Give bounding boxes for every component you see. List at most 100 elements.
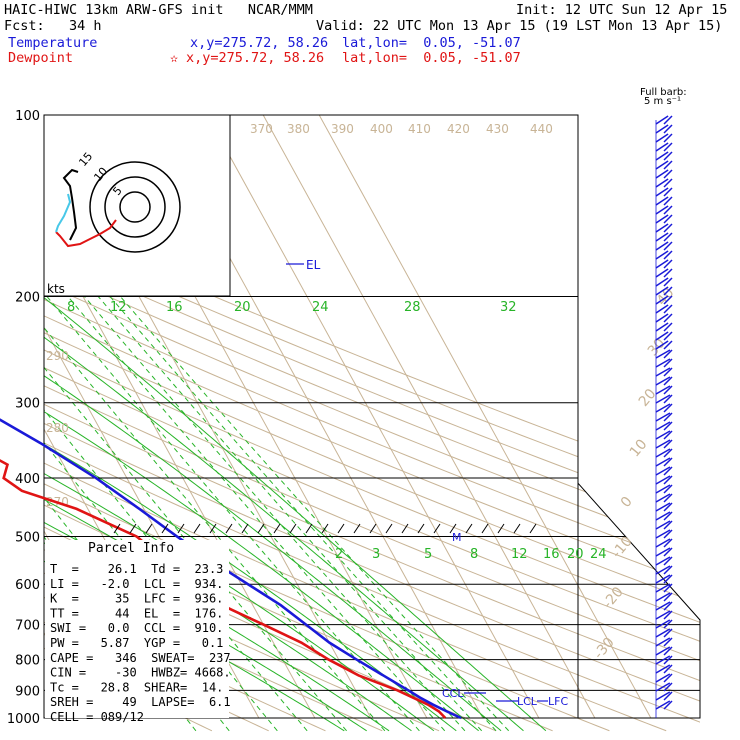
mixing-ratio-line xyxy=(44,296,347,732)
wind-barb xyxy=(663,421,673,431)
wind-barb xyxy=(655,205,669,215)
wind-barb xyxy=(655,619,671,629)
wind-barb xyxy=(655,187,669,197)
parcel-info-line: SREH = 49 LAPSE= 6.1 xyxy=(50,695,231,709)
wind-barb xyxy=(663,682,673,692)
dry-adiabat-line xyxy=(44,115,700,732)
pressure-tick-label: 1000 xyxy=(7,712,40,727)
dry-adiabat-line xyxy=(44,115,700,732)
mixing-ratio-label: 2 xyxy=(335,547,343,562)
hodograph-ring xyxy=(89,161,181,253)
wind-barb xyxy=(655,583,671,593)
hatch-tick xyxy=(193,523,201,534)
wind-barb xyxy=(655,610,671,620)
model-title: HAIC-HIWC 13km ARW-GFS init NCAR/MMM xyxy=(4,2,313,18)
wind-barb xyxy=(663,520,673,530)
wind-barb xyxy=(663,466,673,476)
wind-barb xyxy=(663,358,673,368)
wind-barb xyxy=(663,322,673,332)
wind-barb xyxy=(663,664,673,674)
hatch-tick xyxy=(433,523,441,534)
hodograph-trace-mid xyxy=(55,193,72,233)
mixing-ratio-label: 20 xyxy=(567,547,584,562)
wind-barb xyxy=(655,313,669,323)
melting-level-label: M xyxy=(452,531,462,544)
dry-adiabat-line xyxy=(44,115,667,732)
dry-adiabat-line xyxy=(44,115,610,732)
wind-barb xyxy=(663,196,673,206)
parcel-info-line: CIN = -30 HWBZ= 4668. xyxy=(50,666,231,680)
wind-barb xyxy=(663,475,673,485)
mixing-ratio-label: 8 xyxy=(470,547,478,562)
wind-barb xyxy=(663,250,673,260)
wind-barb xyxy=(663,484,673,494)
wind-barb xyxy=(655,574,671,584)
wind-barb xyxy=(655,151,669,161)
wind-barb xyxy=(663,232,673,242)
parcel-info-line: LI = -2.0 LCL = 934. xyxy=(50,577,223,591)
wind-barb xyxy=(655,466,671,476)
wind-barb xyxy=(655,511,671,521)
wind-barb xyxy=(663,592,673,602)
dry-adiabat-line xyxy=(44,115,700,732)
wind-barb xyxy=(655,250,669,260)
wind-barb xyxy=(655,628,671,638)
wind-barb xyxy=(655,268,669,278)
dry-adiabat-line xyxy=(44,115,383,732)
wind-barb xyxy=(655,142,669,152)
wind-barb xyxy=(663,547,673,557)
dry-adiabat-line xyxy=(44,115,700,732)
dewpoint-profile xyxy=(0,459,447,719)
pressure-tick-label: 500 xyxy=(15,530,40,545)
wind-barb xyxy=(655,655,671,665)
wind-barb xyxy=(655,133,669,143)
parcel-info-line: K = 35 LFC = 936. xyxy=(50,592,223,606)
mixing-ratio-label: 12 xyxy=(511,547,528,562)
isotherm-label: -20 xyxy=(600,584,627,612)
wind-barb xyxy=(663,538,673,548)
parcel-info-box: Parcel Info T = 26.1 Td = 23.3LI = -2.0 L… xyxy=(45,540,231,724)
wind-barb xyxy=(663,277,673,287)
theta-label: 400 xyxy=(370,122,393,136)
wind-barb xyxy=(655,385,671,395)
hatch-tick xyxy=(353,523,361,534)
wind-barb xyxy=(663,403,673,413)
isotherm-label: 0 xyxy=(618,494,636,511)
wind-barb xyxy=(655,223,669,233)
wind-barb xyxy=(655,169,669,179)
wind-barb xyxy=(663,349,673,359)
el-label: EL xyxy=(306,258,321,272)
isotherm-label: 10 xyxy=(627,436,651,460)
dewpoint-legend: Dewpoint xyxy=(8,50,74,66)
wind-barb xyxy=(663,529,673,539)
mixing-ratio-line xyxy=(67,296,446,732)
mixing-ratio-label: 20 xyxy=(234,300,251,315)
lfc-label: LFC xyxy=(548,695,568,708)
wind-barb xyxy=(663,565,673,575)
pressure-tick-label: 100 xyxy=(15,109,40,124)
pressure-tick-label: 200 xyxy=(15,291,40,306)
hodograph-trace-upper xyxy=(62,168,79,241)
wind-barb xyxy=(663,295,673,305)
mixing-ratio-label: 32 xyxy=(500,300,517,315)
hatch-tick xyxy=(449,523,457,534)
mixing-ratio-line xyxy=(119,296,510,732)
wind-barb xyxy=(655,349,671,359)
isotherm-line xyxy=(262,115,596,719)
wind-barb xyxy=(655,637,671,647)
wind-barb xyxy=(655,394,671,404)
wind-barb xyxy=(663,610,673,620)
hatch-tick xyxy=(417,523,425,534)
mixing-ratio-label: 5 xyxy=(424,547,432,562)
hatch-tick xyxy=(529,523,537,534)
hatch-tick xyxy=(129,523,137,534)
wind-barb xyxy=(655,367,671,377)
wind-barb xyxy=(663,439,673,449)
moist-adiabat-line xyxy=(44,296,435,732)
pressure-tick-label: 600 xyxy=(15,578,40,593)
wind-barb xyxy=(663,205,673,215)
parcel-info-line: T = 26.1 Td = 23.3 xyxy=(50,562,223,576)
wind-barb xyxy=(663,628,673,638)
hatch-tick xyxy=(257,523,265,534)
